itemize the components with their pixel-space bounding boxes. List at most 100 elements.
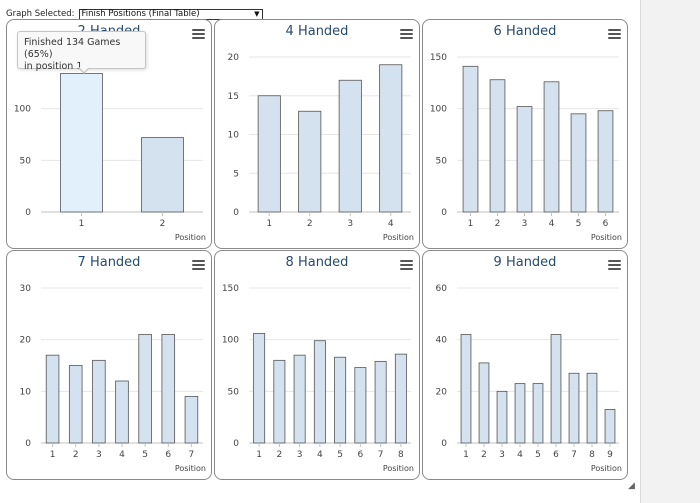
x-tick-label: 5 bbox=[142, 450, 148, 460]
x-tick-label: 2 bbox=[307, 219, 313, 229]
x-tick-label: 1 bbox=[256, 450, 262, 460]
chart-title: 6 Handed bbox=[493, 24, 557, 39]
y-tick-label: 40 bbox=[436, 336, 448, 346]
x-tick-label: 8 bbox=[589, 450, 595, 460]
x-tick-label: 4 bbox=[119, 450, 125, 460]
x-tick-label: 2 bbox=[73, 450, 79, 460]
y-tick-label: 0 bbox=[233, 439, 239, 449]
y-tick-label: 50 bbox=[20, 156, 32, 166]
x-tick-label: 1 bbox=[79, 219, 85, 229]
bar-position-4 bbox=[543, 81, 560, 213]
bar-position-3 bbox=[496, 390, 508, 444]
x-tick-label: 1 bbox=[50, 450, 56, 460]
y-tick-label: 0 bbox=[233, 208, 239, 218]
graph-selected-label: Graph Selected: bbox=[6, 9, 75, 19]
x-tick-label: 7 bbox=[571, 450, 577, 460]
chevron-down-icon: ▼ bbox=[254, 9, 260, 18]
hamburger-menu-icon[interactable] bbox=[192, 29, 205, 40]
y-tick-label: 0 bbox=[25, 439, 31, 449]
bar-position-3 bbox=[92, 359, 106, 444]
y-tick-label: 5 bbox=[233, 169, 239, 179]
tooltip-line-2: in position 1 bbox=[24, 61, 83, 72]
graph-select-dropdown[interactable]: Finish Positions (Final Table) ▼ bbox=[78, 8, 263, 20]
x-tick-label: 4 bbox=[517, 450, 523, 460]
hamburger-menu-icon[interactable] bbox=[400, 29, 413, 40]
x-tick-label: 2 bbox=[495, 219, 501, 229]
bar-position-1 bbox=[460, 334, 472, 444]
bar-chart-svg: 0 50 100 150 1 2 3 4 5 6 Position bbox=[430, 53, 622, 242]
y-tick-label: 50 bbox=[228, 387, 240, 397]
x-tick-label: 6 bbox=[603, 219, 609, 229]
y-tick-label: 10 bbox=[228, 131, 240, 141]
resize-grip-icon[interactable]: ◢ bbox=[628, 481, 635, 491]
bar-position-1 bbox=[253, 333, 266, 444]
bar-position-2 bbox=[273, 359, 286, 444]
x-tick-label: 8 bbox=[398, 450, 404, 460]
bar-position-7 bbox=[374, 360, 387, 444]
bar-position-2 bbox=[68, 365, 83, 444]
bar-chart-svg: 0 20 40 60 1 2 3 4 5 6 7 8 9 Position bbox=[436, 284, 622, 473]
bar-position-2 bbox=[478, 362, 490, 444]
hamburger-menu-icon[interactable] bbox=[608, 29, 621, 40]
hamburger-menu-icon[interactable] bbox=[608, 260, 621, 271]
x-tick-label: 7 bbox=[189, 450, 195, 460]
bar-chart-svg: 0 50 100 1 2 Position bbox=[14, 73, 206, 242]
chart-panel-9-handed: 9 Handed 0 20 40 60 1 2 3 4 5 6 7 8 9 Position bbox=[422, 250, 628, 480]
bar-position-4 bbox=[313, 340, 326, 444]
chart-panel-6-handed: 6 Handed 0 50 100 150 1 2 3 4 5 6 Position bbox=[422, 19, 628, 249]
page-scrollbar-area[interactable] bbox=[640, 0, 700, 503]
x-tick-label: 5 bbox=[337, 450, 343, 460]
bar-position-6 bbox=[597, 110, 614, 213]
bar-position-2 bbox=[141, 137, 184, 213]
hamburger-menu-icon[interactable] bbox=[400, 260, 413, 271]
x-axis-title: Position bbox=[383, 464, 414, 473]
chart-panel-7-handed: 7 Handed 0 10 20 30 1 2 3 4 5 6 7 Position bbox=[6, 250, 212, 480]
y-tick-label: 0 bbox=[441, 208, 447, 218]
x-tick-label: 5 bbox=[576, 219, 582, 229]
bar-position-4 bbox=[115, 380, 129, 444]
y-tick-label: 20 bbox=[436, 387, 448, 397]
y-tick-label: 50 bbox=[436, 156, 448, 166]
x-tick-label: 3 bbox=[347, 219, 353, 229]
bar-position-5 bbox=[334, 356, 347, 444]
y-tick-label: 30 bbox=[20, 284, 32, 294]
x-tick-label: 2 bbox=[277, 450, 283, 460]
bar-position-1 bbox=[60, 73, 103, 213]
bar-position-3 bbox=[516, 106, 533, 213]
bar-position-2 bbox=[489, 79, 506, 213]
bar-position-5 bbox=[570, 113, 587, 213]
x-axis-title: Position bbox=[175, 464, 206, 473]
x-tick-label: 4 bbox=[388, 219, 394, 229]
x-tick-label: 6 bbox=[358, 450, 364, 460]
chart-title: 4 Handed bbox=[285, 24, 349, 39]
x-tick-label: 3 bbox=[499, 450, 505, 460]
y-tick-label: 150 bbox=[222, 284, 239, 294]
x-tick-label: 4 bbox=[549, 219, 555, 229]
x-axis-title: Position bbox=[591, 464, 622, 473]
bar-position-6 bbox=[161, 334, 176, 444]
x-axis-title: Position bbox=[383, 233, 414, 242]
x-tick-label: 1 bbox=[266, 219, 272, 229]
bar-position-7 bbox=[184, 396, 199, 444]
tooltip-pointer bbox=[78, 67, 90, 74]
y-tick-label: 10 bbox=[20, 387, 32, 397]
x-tick-label: 1 bbox=[463, 450, 469, 460]
graph-select-value: Finish Positions (Final Table) bbox=[81, 8, 200, 19]
chart-panel-4-handed: 4 Handed 0 5 10 15 20 1 2 3 4 Position bbox=[214, 19, 420, 249]
x-tick-label: 4 bbox=[317, 450, 323, 460]
hamburger-menu-icon[interactable] bbox=[192, 260, 205, 271]
x-tick-label: 3 bbox=[522, 219, 528, 229]
bar-position-5 bbox=[138, 334, 152, 444]
bar-position-1 bbox=[462, 65, 479, 213]
x-tick-label: 6 bbox=[165, 450, 171, 460]
chart-panel-2-handed: 2 Handed05010012Position bbox=[6, 19, 212, 249]
bar-position-2 bbox=[298, 110, 322, 213]
bar-chart-svg: 0 10 20 30 1 2 3 4 5 6 7 Position bbox=[20, 284, 206, 473]
bar-position-5 bbox=[532, 383, 544, 444]
bar-position-6 bbox=[354, 367, 367, 444]
y-tick-label: 0 bbox=[441, 439, 447, 449]
x-tick-label: 5 bbox=[535, 450, 541, 460]
x-tick-label: 9 bbox=[607, 450, 613, 460]
y-tick-label: 20 bbox=[20, 336, 32, 346]
bar-position-8 bbox=[394, 353, 407, 444]
